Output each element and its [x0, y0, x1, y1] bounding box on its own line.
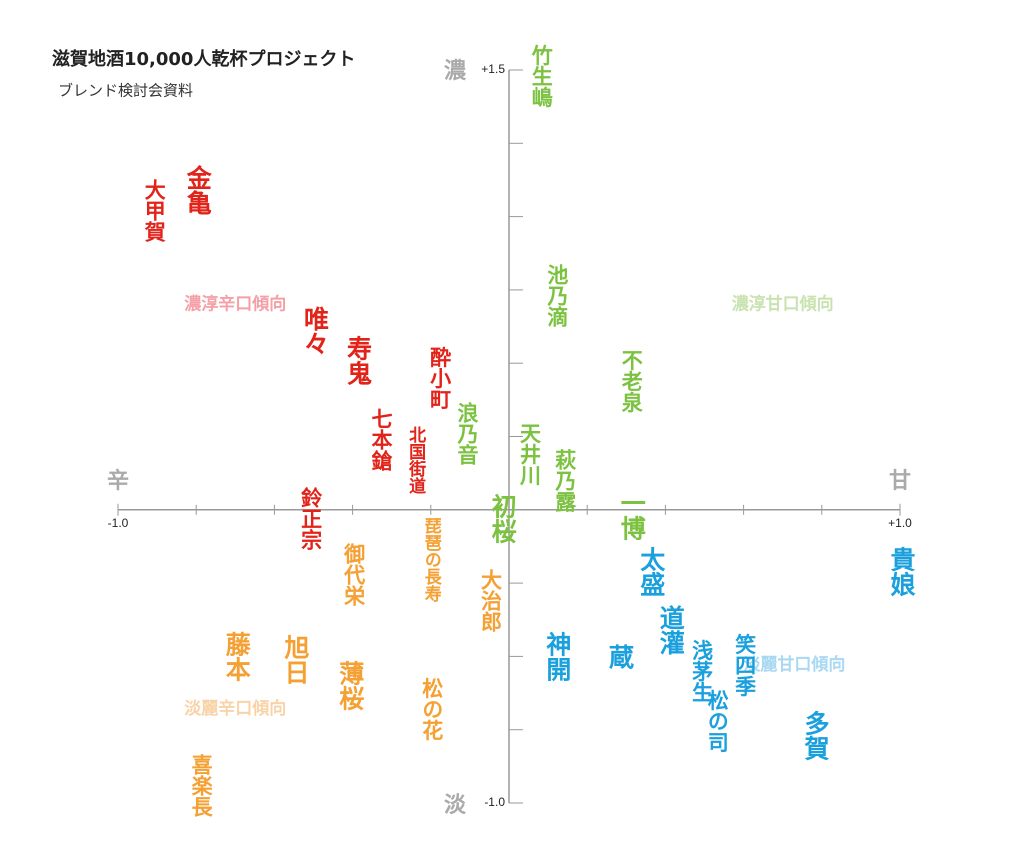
sake-brand: 喜楽長 [189, 754, 213, 818]
sake-brand: 池乃滴 [545, 264, 570, 327]
sake-brand: 神開 [543, 631, 572, 681]
sake-brand: 天井川 [518, 423, 543, 487]
quadrant-label: 淡麗辛口傾向 [184, 698, 286, 719]
sake-brand: 太盛 [637, 546, 666, 596]
sake-brand: 一博 [617, 491, 646, 542]
sake-brand: 御代栄 [342, 542, 367, 607]
sake-brand: 大甲賀 [142, 179, 167, 243]
sake-brand: 七本鎗 [369, 408, 393, 472]
sake-brand: 道灌 [656, 604, 685, 655]
axis-end-label: 辛 [107, 468, 129, 494]
sake-brand: 浪乃音 [455, 402, 480, 467]
y-tick-label: +1.5 [481, 62, 505, 76]
x-tick-label: -1.0 [108, 516, 129, 530]
quadrant-label: 淡麗甘口傾向 [743, 654, 845, 675]
sake-brand: 琵琶の長寿 [421, 517, 442, 603]
axis-end-label: 甘 [889, 469, 911, 494]
sake-brand: 鈴正宗 [299, 487, 323, 551]
sake-brand: 多賀 [801, 711, 831, 762]
sake-brand: 北国街道 [405, 426, 427, 494]
sake-brand: 初桜 [488, 494, 517, 545]
sake-brand: 萩乃露 [553, 448, 578, 513]
y-tick-label: -1.0 [484, 795, 505, 809]
sake-brand: 竹生嶋 [529, 44, 554, 108]
axis-end-label: 濃 [444, 59, 467, 84]
x-tick-label: +1.0 [888, 516, 912, 530]
sake-brand: 酔小町 [428, 346, 452, 409]
sake-brand: 大治郎 [478, 569, 502, 632]
sake-brand: 松の花 [420, 677, 444, 741]
sake-brand: 旭日 [281, 634, 311, 684]
sake-brand: 薄桜 [336, 661, 365, 712]
sake-brand: 寿鬼 [344, 335, 373, 385]
sake-brand: 金亀 [183, 164, 213, 215]
sake-brand: 藤本 [222, 631, 251, 681]
sake-brand: 不老泉 [619, 349, 643, 412]
sake-brand: 唯々 [301, 306, 330, 356]
sake-brand: 笑四季 [733, 633, 757, 697]
axis-end-label: 淡 [444, 793, 467, 818]
chart-title: 滋賀地酒10,000人乾杯プロジェクト [52, 48, 355, 70]
sake-brand: 貴娘 [887, 546, 916, 597]
quadrant-label: 濃淳甘口傾向 [732, 294, 834, 315]
sake-brand: 蔵 [605, 644, 634, 670]
chart-subtitle: ブレンド検討会資料 [58, 82, 193, 100]
sake-brand: 松の司 [705, 689, 729, 754]
quadrant-label: 濃淳辛口傾向 [184, 294, 286, 315]
sake-brand: 浅茅生 [690, 640, 714, 703]
